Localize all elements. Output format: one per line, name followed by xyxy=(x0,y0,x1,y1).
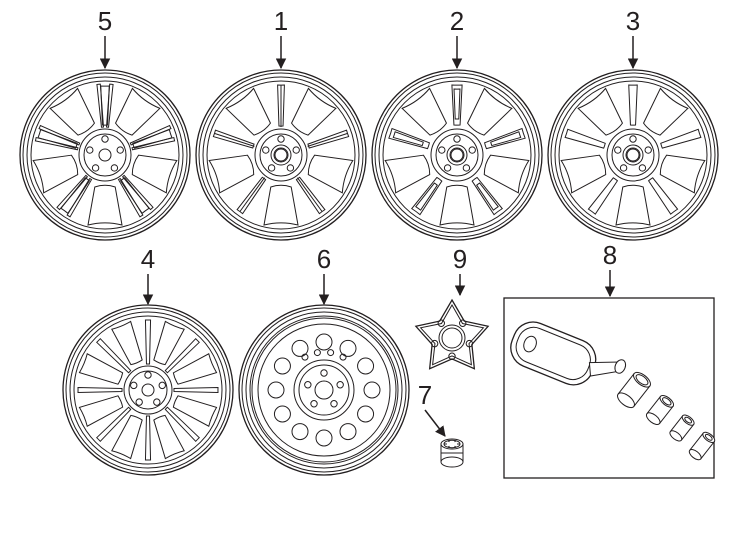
wheel-3 xyxy=(548,70,718,240)
callout-arrow-7 xyxy=(425,410,445,436)
wheel-5 xyxy=(20,70,190,240)
callout-label-1: 1 xyxy=(274,6,288,36)
tpms-assembly-8 xyxy=(504,298,716,478)
wheel-2 xyxy=(372,70,542,240)
callout-label-8: 8 xyxy=(603,240,617,270)
callout-label-5: 5 xyxy=(98,6,112,36)
callout-label-9: 9 xyxy=(453,244,467,274)
callout-label-2: 2 xyxy=(450,6,464,36)
center-cap-9 xyxy=(416,300,488,369)
wheel-6 xyxy=(239,305,409,475)
lug-nut-7 xyxy=(441,439,463,467)
callout-label-3: 3 xyxy=(626,6,640,36)
callout-label-6: 6 xyxy=(317,244,331,274)
wheel-1 xyxy=(196,70,366,240)
wheel-4 xyxy=(63,305,233,475)
callout-label-7: 7 xyxy=(418,380,432,410)
callout-label-4: 4 xyxy=(141,244,155,274)
